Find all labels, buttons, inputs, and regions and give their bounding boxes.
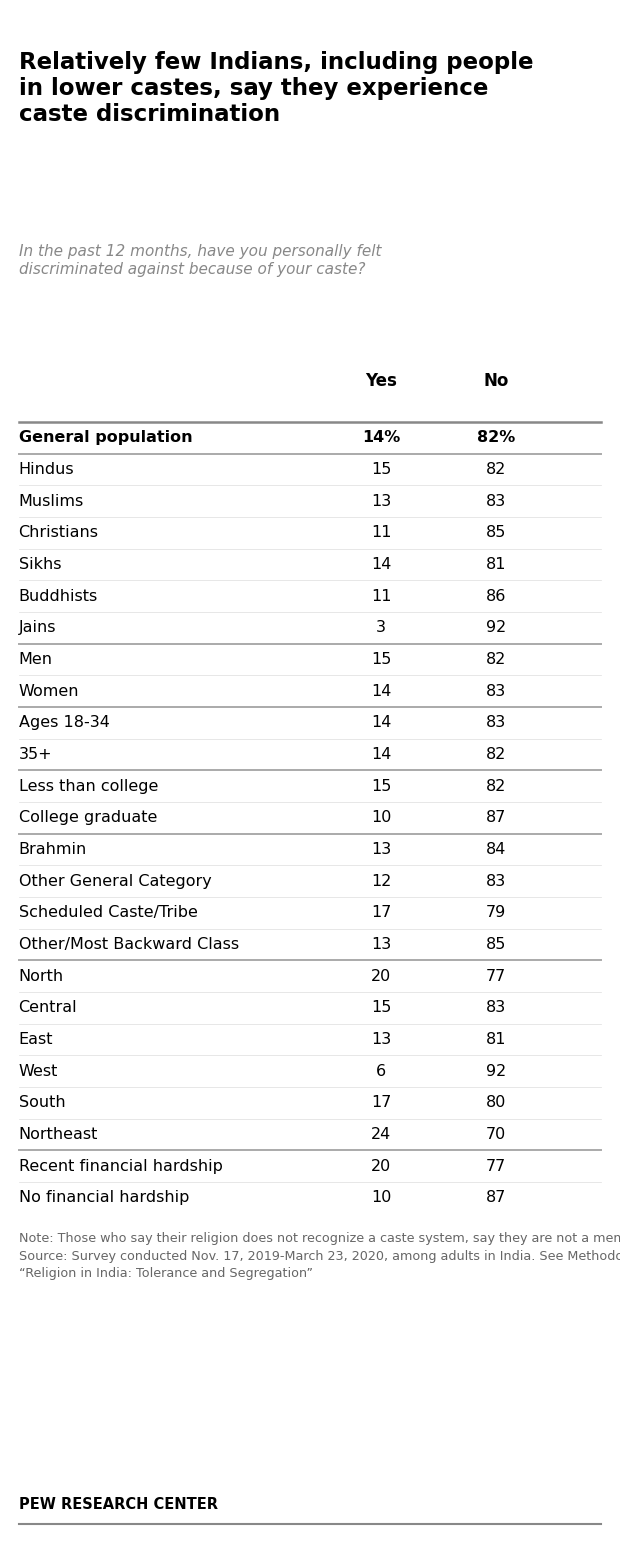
Text: College graduate: College graduate [19,810,157,826]
Text: 84: 84 [486,843,506,857]
Text: 82%: 82% [477,430,515,445]
Text: 77: 77 [486,1159,506,1173]
Text: 92: 92 [486,1063,506,1079]
Text: Relatively few Indians, including people
in lower castes, say they experience
ca: Relatively few Indians, including people… [19,51,533,126]
Text: 83: 83 [486,1001,506,1015]
Text: Yes: Yes [365,372,397,391]
Text: Other General Category: Other General Category [19,874,211,889]
Text: 14: 14 [371,557,391,573]
Text: 83: 83 [486,715,506,731]
Text: East: East [19,1032,53,1048]
Text: 14: 14 [371,684,391,698]
Text: 82: 82 [486,779,506,793]
Text: 83: 83 [486,874,506,889]
Text: 15: 15 [371,652,391,667]
Text: 81: 81 [485,557,507,573]
Text: 85: 85 [486,937,506,951]
Text: 14: 14 [371,747,391,762]
Text: 82: 82 [486,462,506,476]
Text: Christians: Christians [19,526,99,540]
Text: North: North [19,968,64,984]
Text: Note: Those who say their religion does not recognize a caste system, say they a: Note: Those who say their religion does … [19,1232,620,1280]
Text: 86: 86 [486,588,506,604]
Text: 85: 85 [486,526,506,540]
Text: 81: 81 [485,1032,507,1048]
Text: 17: 17 [371,1096,391,1110]
Text: Brahmin: Brahmin [19,843,87,857]
Text: 13: 13 [371,494,391,509]
Text: Jains: Jains [19,621,56,635]
Text: General population: General population [19,430,192,445]
Text: 35+: 35+ [19,747,52,762]
Text: No: No [484,372,508,391]
Text: Scheduled Caste/Tribe: Scheduled Caste/Tribe [19,905,198,920]
Text: Men: Men [19,652,53,667]
Text: 15: 15 [371,1001,391,1015]
Text: Women: Women [19,684,79,698]
Text: 80: 80 [486,1096,506,1110]
Text: Hindus: Hindus [19,462,74,476]
Text: 92: 92 [486,621,506,635]
Text: 87: 87 [486,810,506,826]
Text: 3: 3 [376,621,386,635]
Text: 12: 12 [371,874,391,889]
Text: Ages 18-34: Ages 18-34 [19,715,110,731]
Text: South: South [19,1096,65,1110]
Text: 70: 70 [486,1127,506,1142]
Text: 15: 15 [371,462,391,476]
Text: PEW RESEARCH CENTER: PEW RESEARCH CENTER [19,1496,218,1512]
Text: 77: 77 [486,968,506,984]
Text: Recent financial hardship: Recent financial hardship [19,1159,223,1173]
Text: 83: 83 [486,684,506,698]
Text: Northeast: Northeast [19,1127,98,1142]
Text: 82: 82 [486,652,506,667]
Text: 17: 17 [371,905,391,920]
Text: 6: 6 [376,1063,386,1079]
Text: 87: 87 [486,1190,506,1206]
Text: 24: 24 [371,1127,391,1142]
Text: 83: 83 [486,494,506,509]
Text: Muslims: Muslims [19,494,84,509]
Text: In the past 12 months, have you personally felt
discriminated against because of: In the past 12 months, have you personal… [19,244,381,278]
Text: 10: 10 [371,1190,391,1206]
Text: 20: 20 [371,968,391,984]
Text: Less than college: Less than college [19,779,158,793]
Text: 11: 11 [371,588,392,604]
Text: 14%: 14% [362,430,401,445]
Text: Central: Central [19,1001,78,1015]
Text: 13: 13 [371,843,391,857]
Text: 79: 79 [486,905,506,920]
Text: 13: 13 [371,937,391,951]
Text: 15: 15 [371,779,391,793]
Text: Other/Most Backward Class: Other/Most Backward Class [19,937,239,951]
Text: 11: 11 [371,526,392,540]
Text: 82: 82 [486,747,506,762]
Text: West: West [19,1063,58,1079]
Text: 14: 14 [371,715,391,731]
Text: 20: 20 [371,1159,391,1173]
Text: 13: 13 [371,1032,391,1048]
Text: Sikhs: Sikhs [19,557,61,573]
Text: No financial hardship: No financial hardship [19,1190,189,1206]
Text: Buddhists: Buddhists [19,588,98,604]
Text: 10: 10 [371,810,391,826]
